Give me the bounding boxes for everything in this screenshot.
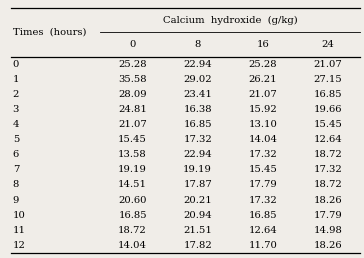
Text: 21.07: 21.07 (248, 90, 277, 99)
Text: 12.64: 12.64 (248, 226, 277, 235)
Text: 21.07: 21.07 (118, 120, 147, 129)
Text: 0: 0 (13, 60, 19, 69)
Text: 17.32: 17.32 (248, 150, 277, 159)
Text: 15.45: 15.45 (313, 120, 342, 129)
Text: 17.32: 17.32 (313, 165, 342, 174)
Text: 16: 16 (256, 40, 269, 49)
Text: 16.85: 16.85 (313, 90, 342, 99)
Text: 16.85: 16.85 (183, 120, 212, 129)
Text: Calcium  hydroxide  (g/kg): Calcium hydroxide (g/kg) (163, 15, 297, 25)
Text: 26.21: 26.21 (248, 75, 277, 84)
Text: 24.81: 24.81 (118, 105, 147, 114)
Text: 15.92: 15.92 (248, 105, 277, 114)
Text: 8: 8 (194, 40, 201, 49)
Text: 17.87: 17.87 (183, 180, 212, 189)
Text: 21.51: 21.51 (183, 226, 212, 235)
Text: 2: 2 (13, 90, 19, 99)
Text: 19.19: 19.19 (118, 165, 147, 174)
Text: 13.58: 13.58 (118, 150, 147, 159)
Text: 5: 5 (13, 135, 19, 144)
Text: 20.60: 20.60 (118, 196, 147, 205)
Text: 17.82: 17.82 (183, 241, 212, 250)
Text: 10: 10 (13, 211, 25, 220)
Text: 3: 3 (13, 105, 19, 114)
Text: 25.28: 25.28 (248, 60, 277, 69)
Text: 14.51: 14.51 (118, 180, 147, 189)
Text: 9: 9 (13, 196, 19, 205)
Text: 8: 8 (13, 180, 19, 189)
Text: 16.85: 16.85 (118, 211, 147, 220)
Text: 17.32: 17.32 (183, 135, 212, 144)
Text: 11: 11 (13, 226, 26, 235)
Text: 15.45: 15.45 (248, 165, 277, 174)
Text: 24: 24 (321, 40, 334, 49)
Text: 1: 1 (13, 75, 19, 84)
Text: 7: 7 (13, 165, 19, 174)
Text: 20.21: 20.21 (183, 196, 212, 205)
Text: 18.72: 18.72 (313, 150, 342, 159)
Text: 22.94: 22.94 (183, 150, 212, 159)
Text: 23.41: 23.41 (183, 90, 212, 99)
Text: 12: 12 (13, 241, 25, 250)
Text: 29.02: 29.02 (183, 75, 212, 84)
Text: 17.32: 17.32 (248, 196, 277, 205)
Text: 18.26: 18.26 (313, 241, 342, 250)
Text: 12.64: 12.64 (313, 135, 342, 144)
Text: 14.04: 14.04 (248, 135, 277, 144)
Text: 0: 0 (129, 40, 136, 49)
Text: 16.85: 16.85 (248, 211, 277, 220)
Text: 20.94: 20.94 (183, 211, 212, 220)
Text: 14.04: 14.04 (118, 241, 147, 250)
Text: 13.10: 13.10 (248, 120, 277, 129)
Text: 22.94: 22.94 (183, 60, 212, 69)
Text: 6: 6 (13, 150, 19, 159)
Text: 14.98: 14.98 (313, 226, 342, 235)
Text: 4: 4 (13, 120, 19, 129)
Text: 18.26: 18.26 (313, 196, 342, 205)
Text: 17.79: 17.79 (313, 211, 342, 220)
Text: 28.09: 28.09 (118, 90, 147, 99)
Text: 11.70: 11.70 (248, 241, 277, 250)
Text: Times  (hours): Times (hours) (13, 28, 86, 37)
Text: 25.28: 25.28 (118, 60, 147, 69)
Text: 17.79: 17.79 (248, 180, 277, 189)
Text: 16.38: 16.38 (183, 105, 212, 114)
Text: 15.45: 15.45 (118, 135, 147, 144)
Text: 19.19: 19.19 (183, 165, 212, 174)
Text: 18.72: 18.72 (313, 180, 342, 189)
Text: 27.15: 27.15 (313, 75, 342, 84)
Text: 35.58: 35.58 (118, 75, 147, 84)
Text: 19.66: 19.66 (313, 105, 342, 114)
Text: 21.07: 21.07 (313, 60, 342, 69)
Text: 18.72: 18.72 (118, 226, 147, 235)
